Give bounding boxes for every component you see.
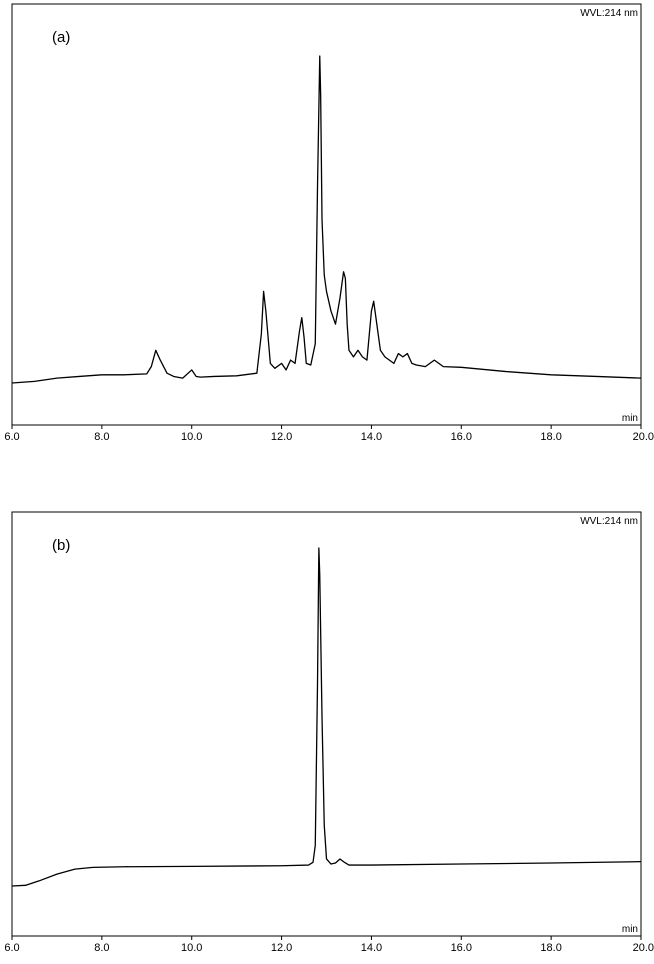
panel-label: (b)	[52, 537, 70, 554]
x-tick-label: 14.0	[361, 942, 382, 954]
detector-label: WVL:214 nm	[580, 8, 638, 19]
x-tick-label: 18.0	[540, 431, 561, 443]
panel-label: (a)	[52, 29, 70, 46]
x-tick-label: 20.0	[633, 942, 654, 954]
x-axis-unit: min	[622, 924, 638, 935]
x-axis-unit: min	[622, 413, 638, 424]
x-tick-label: 14.0	[361, 431, 382, 443]
x-tick-label: 12.0	[271, 431, 292, 443]
plot-frame	[11, 3, 642, 426]
x-tick-label: 16.0	[451, 942, 472, 954]
x-tick-label: 16.0	[451, 431, 472, 443]
detector-label: WVL:214 nm	[580, 516, 638, 527]
plot-frame	[11, 511, 642, 937]
x-tick-label: 10.0	[181, 942, 202, 954]
chromatogram-trace	[11, 547, 642, 887]
x-tick-label: 8.0	[94, 431, 109, 443]
x-tick-label: 10.0	[181, 431, 202, 443]
x-tick-label: 18.0	[540, 942, 561, 954]
x-tick-label: 20.0	[633, 431, 654, 443]
x-tick-label: 8.0	[94, 942, 109, 954]
x-tick-label: 12.0	[271, 942, 292, 954]
x-tick-label: 6.0	[4, 431, 19, 443]
chromatogram-trace	[11, 55, 642, 384]
x-tick-label: 6.0	[4, 942, 19, 954]
